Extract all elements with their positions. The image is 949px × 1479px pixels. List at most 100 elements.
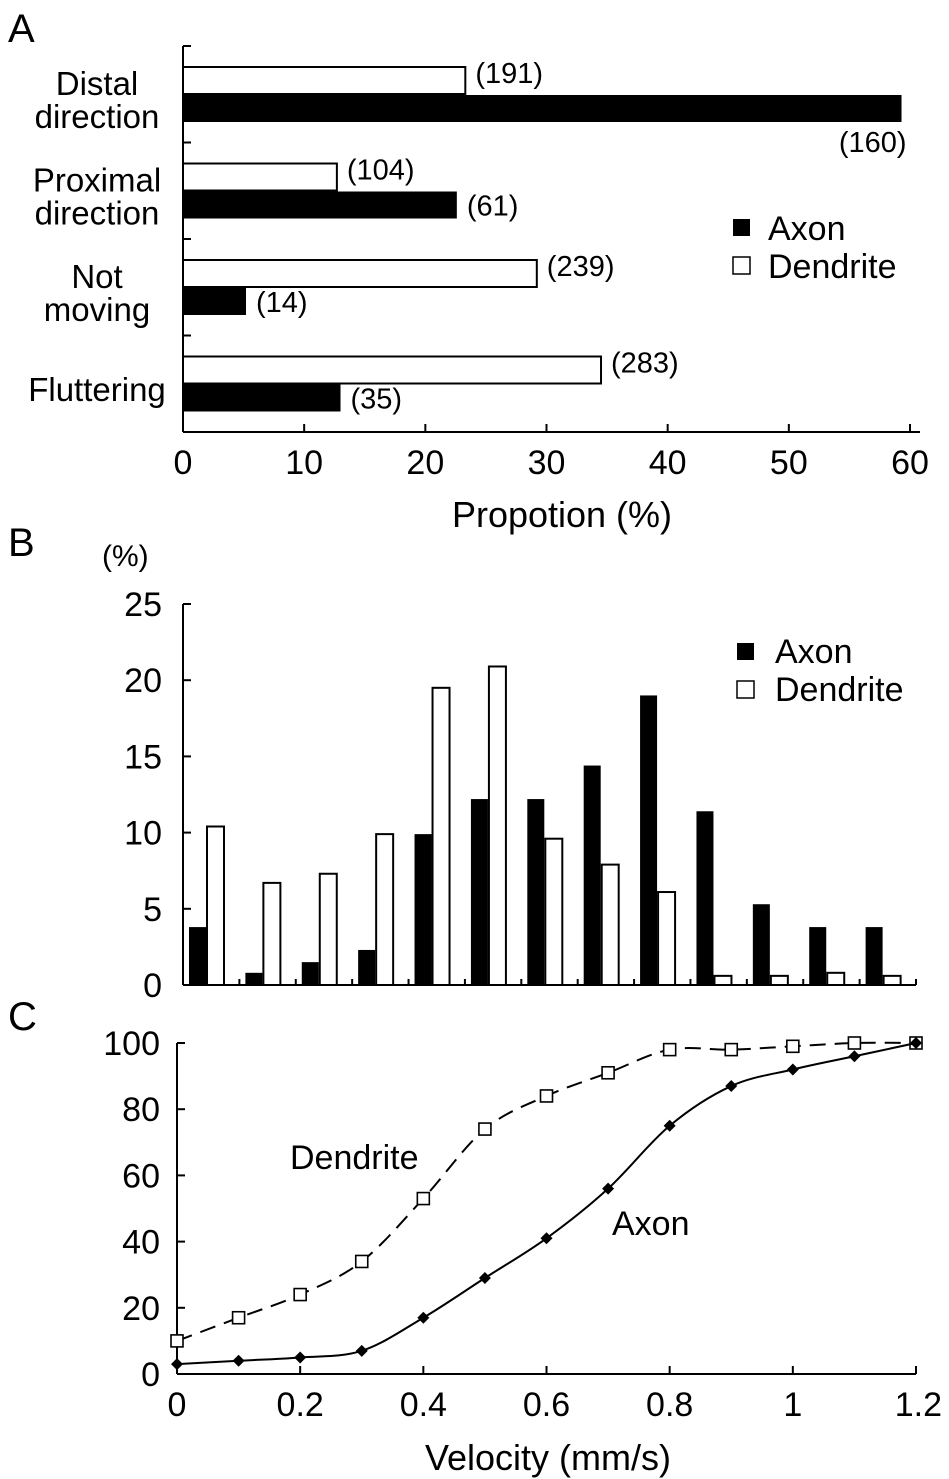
panel-c-line-dendrite	[176, 1041, 917, 1342]
panel-c-dendrite-label: Dendrite	[290, 1139, 419, 1177]
panel-a-x-tick-label: 30	[528, 444, 566, 482]
panel-a-dendrite-count-label: (104)	[347, 155, 415, 187]
panel-c-point-dendrite	[847, 1036, 862, 1050]
panel-a-bar-axon	[183, 288, 247, 315]
panel-b-bar-axon	[189, 927, 206, 985]
panel-b-legend-axon-swatch	[737, 643, 754, 660]
panel-b-bar-axon	[358, 949, 376, 985]
panel-c-point-dendrite	[478, 1122, 492, 1136]
panel-a-x-tick-label: 60	[891, 444, 929, 482]
panel-a-bar-dendrite	[182, 355, 603, 385]
panel-b-legend-dendrite-swatch	[736, 680, 755, 699]
panel-b-bar-dendrite	[769, 974, 789, 987]
panel-c-x-tick-label: 0	[168, 1386, 187, 1424]
panel-a-x-tick-label: 0	[174, 444, 193, 482]
panel-b-bar-dendrite	[206, 825, 225, 987]
panel-a-category-label: Fluttering	[28, 371, 166, 408]
panel-c-point-dendrite	[724, 1042, 739, 1057]
panel-a-axon-count-label: (160)	[839, 127, 907, 159]
panel-a-axon-count-label: (35)	[351, 384, 403, 416]
panel-c-y-tick-label: 60	[122, 1157, 160, 1195]
panel-a-chart: (191)(160)Distaldirection(104)(61)Proxim…	[28, 45, 929, 535]
panel-b-y-tick-label: 0	[143, 967, 162, 1005]
panel-b-bar-dendrite	[431, 686, 451, 986]
panel-a-dendrite-count-label: (191)	[475, 58, 543, 90]
panel-a-legend-dendrite-swatch	[732, 256, 751, 275]
panel-a-category-label: Proximal	[33, 161, 161, 198]
panel-a-legend-dendrite-label: Dendrite	[768, 248, 897, 286]
panel-letter-b: B	[8, 521, 35, 565]
panel-a-bar-dendrite	[182, 259, 538, 288]
panel-a-category-label: moving	[44, 291, 150, 328]
panel-a-category-label: Not	[71, 258, 122, 295]
panel-c-y-tick-label: 20	[122, 1290, 160, 1328]
panel-a-dendrite-count-label: (239)	[547, 251, 615, 283]
panel-c-point-axon	[786, 1063, 799, 1076]
panel-a-axon-count-label: (61)	[467, 191, 519, 223]
panel-c-point-dendrite	[231, 1310, 246, 1325]
panel-b-bar-dendrite	[826, 971, 846, 986]
panel-b-y-tick-label: 5	[143, 891, 162, 929]
panel-b-bar-axon	[414, 834, 432, 985]
panel-c-point-dendrite	[354, 1254, 369, 1269]
panel-c-y-tick-label: 0	[141, 1356, 160, 1394]
panel-b-legend-dendrite-label: Dendrite	[775, 671, 904, 709]
panel-c-y-tick-label: 40	[122, 1224, 160, 1262]
panel-b-bar-dendrite	[375, 833, 395, 987]
panel-b-bar-dendrite	[487, 665, 507, 986]
panel-b-y-tick-label: 25	[124, 586, 162, 624]
panel-a-bar-axon	[183, 384, 341, 412]
panel-b-bar-dendrite	[657, 891, 677, 987]
panel-c-x-tick-label: 0.6	[523, 1386, 570, 1424]
panel-a-bar-dendrite	[182, 66, 467, 95]
panel-c-axon-label: Axon	[612, 1205, 690, 1243]
panel-c-chart: 0 20 40 60 80 100 0 0.2 0.4 0.6 0.8 1 1.2 Dendrite A…	[103, 1025, 942, 1478]
panel-c-point-axon	[663, 1119, 676, 1132]
panel-c-x-tick-label: 1	[783, 1386, 802, 1424]
panel-b-bar-axon	[752, 904, 770, 985]
panel-c-point-axon	[602, 1182, 615, 1195]
panel-c-point-dendrite	[416, 1191, 431, 1206]
panel-b-bar-axon	[527, 799, 545, 985]
panel-a-x-tick-label: 50	[770, 444, 808, 482]
panel-c-point-axon	[725, 1080, 738, 1093]
panel-a-dendrite-count-label: (283)	[611, 348, 679, 380]
panel-b-legend-axon-label: Axon	[775, 633, 853, 671]
panel-c-point-axon	[417, 1311, 430, 1324]
panel-c-point-axon	[171, 1358, 183, 1371]
panel-c-y-tick-label: 80	[122, 1091, 160, 1129]
panel-c-x-tick-label: 1.2	[895, 1386, 942, 1424]
panel-c-point-axon	[355, 1344, 368, 1357]
panel-b-bar-axon	[640, 695, 658, 985]
panel-c-point-axon	[540, 1232, 553, 1245]
panel-c-y-tick-label: 100	[103, 1025, 160, 1063]
panel-b-bar-axon	[245, 972, 263, 985]
panel-c-point-dendrite	[786, 1039, 800, 1054]
panel-a-axon-count-label: (14)	[256, 287, 308, 319]
panel-b-y-tick-label: 20	[124, 662, 162, 700]
panel-b-bar-dendrite	[713, 974, 733, 987]
panel-a-bar-dendrite	[182, 162, 338, 192]
panel-a-category-label: direction	[35, 98, 160, 135]
panel-b-bar-dendrite	[882, 974, 902, 987]
panel-b-bar-axon	[696, 811, 714, 985]
panel-a-category-label: Distal	[56, 65, 139, 102]
panel-c-x-axis-title: Velocity (mm/s)	[425, 1437, 671, 1478]
panel-b-y-tick-label: 10	[124, 815, 162, 853]
panel-a-category-label: direction	[35, 194, 160, 231]
panel-letter-c: C	[8, 995, 37, 1039]
panel-c-point-axon	[232, 1354, 245, 1367]
panel-c-point-dendrite	[601, 1065, 615, 1080]
panel-c-point-axon	[478, 1272, 491, 1285]
panel-c-point-axon	[294, 1351, 307, 1364]
panel-c-x-tick-label: 0.8	[646, 1386, 693, 1424]
panel-b-y-unit: (%)	[102, 540, 149, 573]
panel-c-x-tick-label: 0.4	[400, 1386, 447, 1424]
panel-a-x-tick-label: 20	[406, 444, 444, 482]
panel-a-x-tick-label: 40	[649, 444, 687, 482]
panel-b-y-tick-label: 15	[124, 738, 162, 776]
panel-b-bar-dendrite	[318, 872, 338, 986]
panel-a-x-axis-title: Propotion (%)	[452, 494, 672, 535]
panel-a-bar-axon	[183, 95, 902, 122]
